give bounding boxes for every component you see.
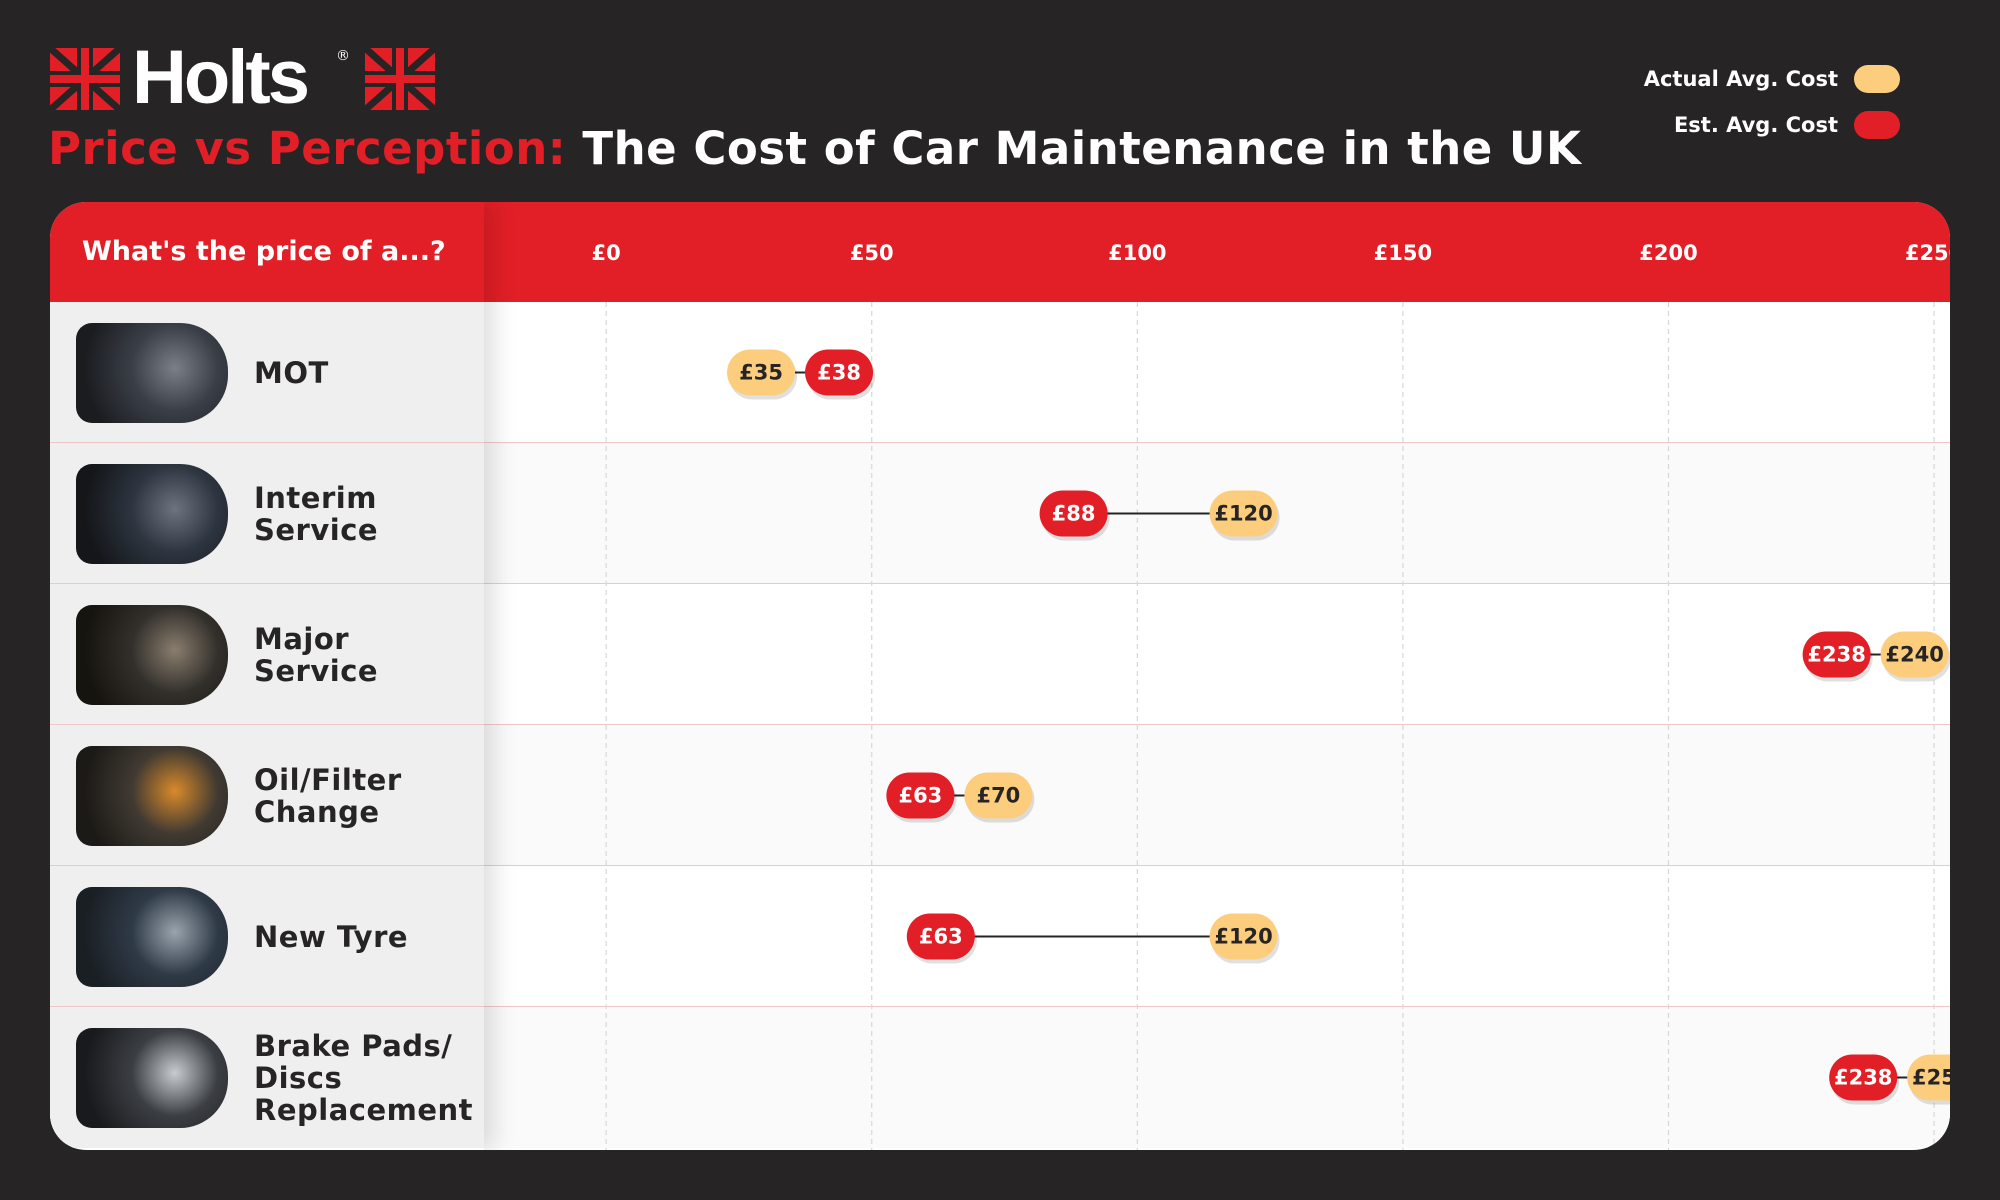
estimate-cost-marker: £238 xyxy=(1802,631,1873,682)
estimate-cost-marker-shape xyxy=(805,349,874,396)
legend-item-estimate: Est. Avg. Cost xyxy=(1644,102,1900,148)
category-cell: New Tyre xyxy=(50,866,484,1006)
estimate-cost-marker-shape xyxy=(906,913,975,960)
category-label: Brake Pads/ Discs Replacement xyxy=(254,1028,474,1127)
estimate-cost-marker-shape xyxy=(1039,490,1108,537)
x-tick-label: £100 xyxy=(1108,241,1166,265)
oil-pour-photo xyxy=(76,745,228,846)
x-tick-label: £200 xyxy=(1639,241,1697,265)
estimate-cost-marker-label: £238 xyxy=(1834,1066,1892,1090)
actual-cost-marker: £250 xyxy=(1907,1054,1950,1105)
estimate-cost-marker: £63 xyxy=(906,913,977,964)
category-cell: Interim Service xyxy=(50,443,484,583)
page-title: Price vs Perception: The Cost of Car Mai… xyxy=(48,122,1581,175)
estimate-cost-marker: £238 xyxy=(1829,1054,1900,1105)
category-cell: MOT xyxy=(50,302,484,442)
legend-item-actual: Actual Avg. Cost xyxy=(1644,56,1900,102)
brand-wordmark: Holts xyxy=(132,35,310,120)
actual-cost-marker-label: £35 xyxy=(739,361,783,385)
engine-repair-photo xyxy=(76,604,228,705)
chart-header: What's the price of a...? xyxy=(50,202,1950,302)
table-row: Major Service xyxy=(50,584,1950,725)
actual-cost-marker-shape xyxy=(964,772,1033,819)
actual-cost-marker-label: £240 xyxy=(1885,643,1943,667)
category-cell: Oil/Filter Change xyxy=(50,725,484,865)
actual-cost-marker-label: £120 xyxy=(1214,925,1272,949)
actual-cost-marker-label: £250 xyxy=(1912,1066,1950,1090)
category-cell: Major Service xyxy=(50,584,484,724)
actual-cost-marker-shape xyxy=(1209,913,1278,960)
registered-mark: ® xyxy=(336,48,350,64)
x-tick-label: £150 xyxy=(1374,241,1432,265)
table-row: Brake Pads/ Discs Replacement xyxy=(50,1007,1950,1148)
category-header: What's the price of a...? xyxy=(82,236,446,267)
x-tick-label: £50 xyxy=(850,241,894,265)
estimate-cost-marker-label: £63 xyxy=(898,784,942,808)
estimate-cost-marker: £63 xyxy=(886,772,957,823)
actual-cost-marker: £120 xyxy=(1209,490,1280,541)
estimate-cost-marker-label: £38 xyxy=(817,361,861,385)
category-label: New Tyre xyxy=(254,919,409,954)
legend-swatch-actual xyxy=(1854,65,1900,93)
engine-work-photo xyxy=(76,463,228,564)
tyre-mechanic-photo xyxy=(76,886,228,987)
dumbbell-chart: £0 £50 £100 £150 £200 £250 £35 £38 £120 £88 £240 £2… xyxy=(592,241,1950,1150)
category-cell: Brake Pads/ Discs Replacement xyxy=(50,1007,484,1148)
estimate-cost-marker: £88 xyxy=(1039,490,1110,541)
estimate-cost-marker-label: £88 xyxy=(1052,502,1096,526)
legend-label-estimate: Est. Avg. Cost xyxy=(1673,113,1838,137)
estimate-cost-marker: £38 xyxy=(805,349,876,400)
estimate-cost-marker-shape xyxy=(1829,1054,1898,1101)
estimate-cost-marker-shape xyxy=(886,772,955,819)
legend: Actual Avg. Cost Est. Avg. Cost xyxy=(1644,56,1900,148)
actual-cost-marker: £120 xyxy=(1209,913,1280,964)
legend-swatch-estimate xyxy=(1854,111,1900,139)
mechanic-engine-photo xyxy=(76,322,228,423)
actual-cost-marker-shape xyxy=(1907,1054,1950,1101)
title-main: The Cost of Car Maintenance in the UK xyxy=(582,122,1582,175)
union-flag-right-icon xyxy=(365,48,435,110)
chart-card: What's the price of a...? MOT Interim Ser… xyxy=(50,202,1950,1150)
holts-logo: Holts ® xyxy=(50,38,435,118)
category-label: Interim Service xyxy=(254,480,379,547)
category-label: Major Service xyxy=(254,621,379,688)
actual-cost-marker: £35 xyxy=(727,349,798,400)
actual-cost-marker-label: £70 xyxy=(976,784,1020,808)
x-tick-label: £0 xyxy=(592,241,621,265)
x-tick-label: £250 xyxy=(1905,241,1950,265)
category-label: Oil/Filter Change xyxy=(254,762,402,829)
estimate-cost-marker-label: £63 xyxy=(919,925,963,949)
actual-cost-marker-label: £120 xyxy=(1214,502,1272,526)
actual-cost-marker: £70 xyxy=(964,772,1035,823)
actual-cost-marker-shape xyxy=(727,349,796,396)
estimate-cost-marker-shape xyxy=(1802,631,1871,678)
actual-cost-marker-shape xyxy=(1209,490,1278,537)
estimate-cost-marker-label: £238 xyxy=(1807,643,1865,667)
table-row: Interim Service xyxy=(50,443,1950,584)
category-label: MOT xyxy=(254,355,329,390)
actual-cost-marker-shape xyxy=(1880,631,1949,678)
legend-label-actual: Actual Avg. Cost xyxy=(1643,67,1838,91)
union-flag-left-icon xyxy=(50,48,120,110)
brake-disc-photo xyxy=(76,1027,228,1128)
actual-cost-marker: £240 xyxy=(1880,631,1950,682)
title-accent: Price vs Perception: xyxy=(48,122,567,175)
table-row: MOT xyxy=(50,302,1950,443)
